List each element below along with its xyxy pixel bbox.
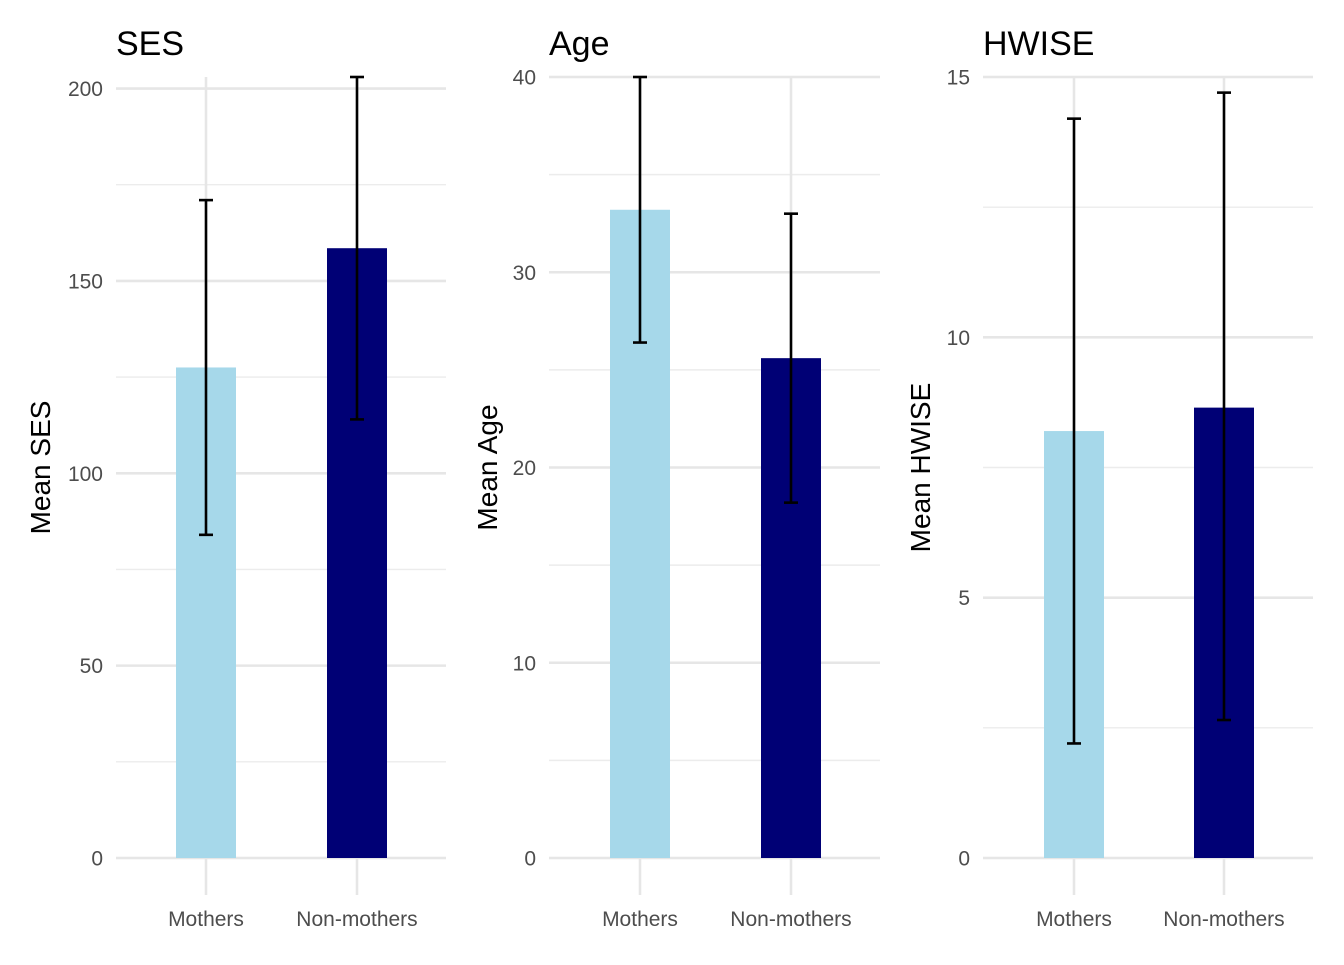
panel-title: HWISE: [983, 25, 1094, 63]
y-axis-label: Mean Age: [472, 404, 503, 530]
x-tick-label: Non-mothers: [296, 908, 417, 931]
y-tick-label: 50: [80, 655, 103, 678]
chart-panel-hwise: 0 5 10 15 Mothers Non-mothers HWISE Mean HWISE: [905, 25, 1313, 931]
x-tick-label: Non-mothers: [730, 908, 851, 931]
y-tick-label: 200: [68, 78, 103, 101]
error-bar-mothers: [1067, 117, 1081, 745]
y-axis-label: Mean SES: [25, 401, 56, 535]
y-tick-label: 20: [513, 457, 536, 480]
y-tick-label: 10: [947, 327, 970, 350]
panel-title: SES: [116, 25, 184, 63]
panel-title: Age: [549, 25, 610, 63]
x-tick-label: Mothers: [602, 908, 678, 931]
y-tick-label: 0: [524, 848, 536, 871]
y-tick-label: 150: [68, 270, 103, 293]
y-tick-label: 10: [513, 652, 536, 675]
x-tick-label: Mothers: [1036, 908, 1112, 931]
error-bar-non-mothers: [350, 75, 364, 421]
y-tick-label: 5: [958, 587, 970, 610]
error-bar-non-mothers: [1217, 91, 1231, 722]
y-tick-label: 0: [91, 848, 103, 871]
error-bar-mothers: [633, 75, 647, 344]
chart-panel-ses: 0 50 100 150 200 Mothers Non-mothers SES Mean SE…: [25, 25, 446, 931]
y-tick-label: 30: [513, 262, 536, 285]
y-tick-label: 0: [958, 848, 970, 871]
x-tick-label: Non-mothers: [1163, 908, 1284, 931]
y-tick-label: 40: [513, 67, 536, 90]
y-axis-label: Mean HWISE: [905, 383, 936, 553]
chart-panel-age: 0 10 20 30 40 Mothers Non-mothers Age Mean Age: [472, 25, 880, 931]
x-tick-label: Mothers: [168, 908, 244, 931]
y-tick-label: 100: [68, 463, 103, 486]
y-tick-label: 15: [947, 67, 970, 90]
error-bar-mothers: [199, 198, 213, 537]
error-bar-non-mothers: [784, 212, 798, 504]
